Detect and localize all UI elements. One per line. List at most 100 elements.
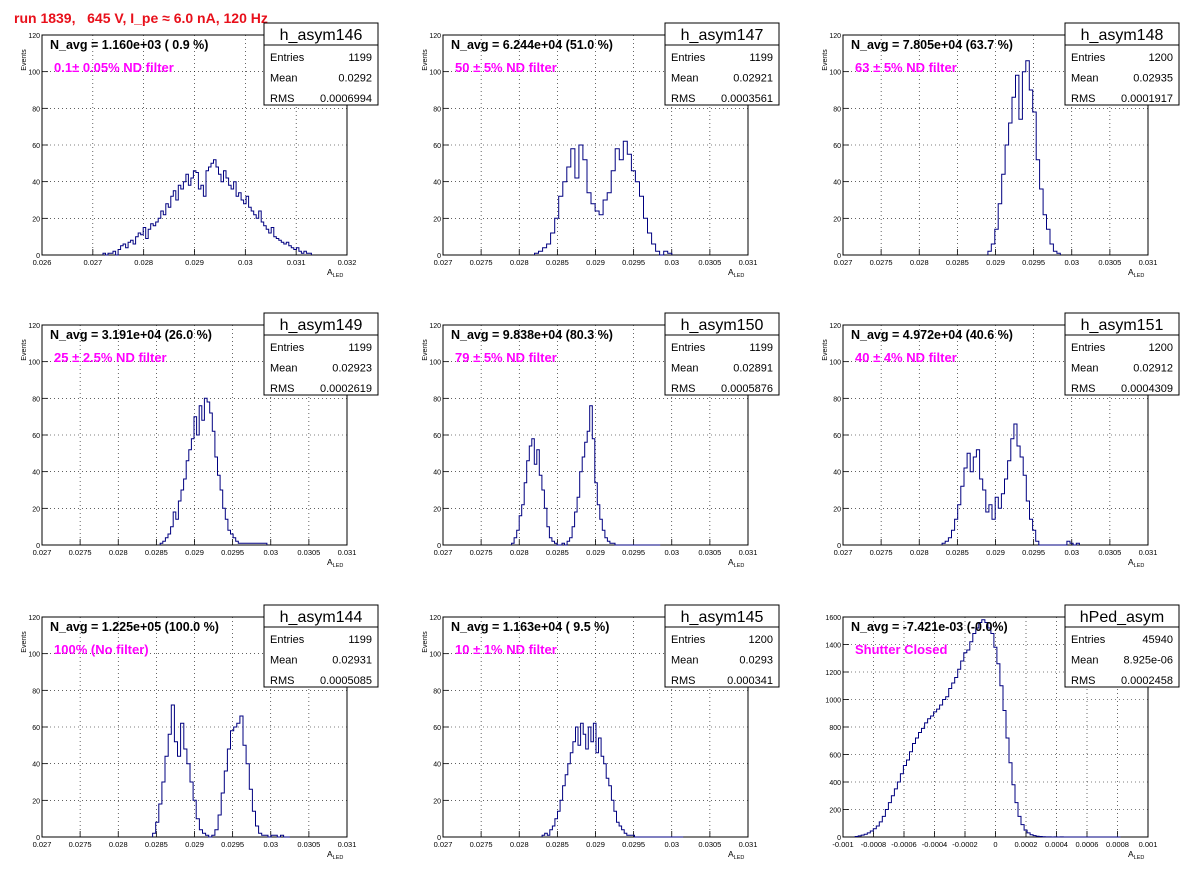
stat-value: 1200: [749, 634, 773, 646]
y-tick-label: 0: [837, 543, 841, 550]
stat-value: 0.000341: [727, 675, 773, 687]
x-tick-label: 0.0295: [622, 548, 645, 557]
histogram-panel-h_asym146: 0.026 0.027 0.028 0.029 0.03 0.031 0.032 0 20 40 6…: [21, 22, 379, 279]
stat-label: Mean: [270, 655, 298, 667]
y-tick-label: 80: [32, 688, 40, 695]
y-tick-label: 1200: [825, 670, 841, 677]
stat-value: 1199: [348, 52, 372, 64]
stat-value: 1199: [749, 342, 773, 354]
y-tick-label: 120: [429, 615, 441, 622]
x-tick-label: 0.031: [739, 258, 758, 267]
stat-value: 0.02912: [1133, 363, 1173, 375]
x-tick-label: 0.031: [1139, 258, 1158, 267]
y-tick-label: 40: [833, 180, 841, 187]
stat-value: 0.0001917: [1121, 93, 1173, 105]
x-tick-label: -0.0002: [952, 840, 977, 849]
y-tick-label: 20: [32, 506, 40, 513]
x-tick-label: 0.0305: [297, 840, 320, 849]
stat-label: Entries: [671, 634, 706, 646]
stats-box: [664, 334, 780, 396]
stat-label: Entries: [671, 342, 706, 354]
page-title: run 1839, 645 V, I_pe ≈ 6.0 nA, 120 Hz: [14, 10, 268, 26]
y-tick-label: 100: [429, 652, 441, 659]
stat-value: 0.0293: [739, 655, 773, 667]
y-tick-label: 40: [833, 470, 841, 477]
x-tick-label: 0.031: [1139, 548, 1158, 557]
y-tick-label: 1000: [825, 698, 841, 705]
x-tick-label: 0.0275: [870, 548, 893, 557]
x-tick-label: 0.028: [109, 548, 128, 557]
x-tick-label: 0.029: [986, 258, 1005, 267]
y-axis-label: Events: [422, 631, 429, 653]
y-tick-label: 20: [833, 216, 841, 223]
x-tick-label: 0.031: [338, 840, 357, 849]
filter-note: 63 ± 5% ND filter: [855, 60, 957, 75]
stats-box: [1064, 334, 1180, 396]
histogram-name: h_asym148: [1081, 27, 1164, 44]
y-tick-label: 40: [32, 470, 40, 477]
y-axis-label: Events: [822, 49, 829, 71]
histogram-bars: [541, 722, 684, 838]
histogram-bars: [511, 405, 661, 546]
y-axis-label: Events: [21, 339, 28, 361]
x-axis-label: ALED: [1128, 849, 1144, 861]
stat-value: 0.02921: [733, 73, 773, 85]
x-tick-label: 0.029: [586, 548, 605, 557]
stat-value: 0.02931: [332, 655, 372, 667]
x-tick-label: 0.001: [1139, 840, 1158, 849]
x-tick-label: 0.028: [510, 840, 529, 849]
y-tick-label: 1400: [825, 643, 841, 650]
filter-note: Shutter Closed: [855, 642, 948, 657]
y-tick-label: 0: [837, 835, 841, 842]
y-tick-label: 600: [829, 753, 841, 760]
y-tick-label: 0: [437, 543, 441, 550]
stat-label: Mean: [270, 363, 298, 375]
x-tick-label: 0.03: [1064, 258, 1079, 267]
histogram-bars: [987, 60, 1061, 255]
x-tick-label: 0.027: [834, 258, 853, 267]
stats-box: [664, 626, 780, 688]
y-tick-label: 20: [433, 216, 441, 223]
y-axis-label: Events: [422, 339, 429, 361]
stat-label: RMS: [1071, 383, 1095, 395]
histogram-panel-h_asym145: 0.027 0.0275 0.028 0.0285 0.029 0.0295 0.03 0.0…: [422, 604, 780, 861]
x-axis-label: ALED: [1128, 267, 1144, 279]
filter-note: 50 ± 5% ND filter: [455, 60, 557, 75]
x-tick-label: 0.0002: [1015, 840, 1038, 849]
stat-value: 0.02923: [332, 363, 372, 375]
histogram-panel-h_asym148: 0.027 0.0275 0.028 0.0285 0.029 0.0295 0.03 0.0…: [822, 22, 1180, 279]
x-tick-label: 0.031: [338, 548, 357, 557]
y-tick-label: 60: [32, 433, 40, 440]
stat-value: 0.0002619: [320, 383, 372, 395]
histogram-bars: [854, 619, 1121, 838]
x-axis-label-sub: LED: [1134, 563, 1145, 569]
histogram-panel-hPed_asym: -0.001 -0.0008 -0.0006 -0.0004 -0.0002 0 0.000…: [825, 604, 1180, 861]
stat-value: 1200: [1149, 342, 1173, 354]
x-tick-label: 0.03: [263, 840, 278, 849]
x-tick-label: 0.029: [185, 840, 204, 849]
x-tick-label: 0.03: [664, 548, 679, 557]
y-axis-label: Events: [21, 631, 28, 653]
stats-box: [664, 44, 780, 106]
x-tick-label: 0.03: [263, 548, 278, 557]
n-avg-header: N_avg = 7.805e+04 (63.7 %): [851, 38, 1013, 52]
y-tick-label: 100: [28, 70, 40, 77]
stat-label: Entries: [671, 52, 706, 64]
x-tick-label: 0.0295: [221, 548, 244, 557]
y-tick-label: 60: [833, 143, 841, 150]
stat-label: RMS: [270, 675, 294, 687]
x-tick-label: -0.001: [832, 840, 853, 849]
stat-label: Mean: [1071, 655, 1099, 667]
x-tick-label: 0.027: [33, 548, 52, 557]
y-tick-label: 80: [433, 106, 441, 113]
y-tick-label: 0: [36, 835, 40, 842]
y-tick-label: 400: [829, 780, 841, 787]
stat-label: Entries: [270, 342, 305, 354]
x-tick-label: 0.03: [664, 840, 679, 849]
x-axis-label-sub: LED: [734, 273, 745, 279]
histogram-panel-h_asym150: 0.027 0.0275 0.028 0.0285 0.029 0.0295 0.03 0.0…: [422, 312, 780, 569]
x-tick-label: 0.0285: [546, 258, 569, 267]
stats-box: [1064, 44, 1180, 106]
n-avg-header: N_avg = 1.163e+04 ( 9.5 %): [451, 620, 609, 634]
y-tick-label: 80: [32, 396, 40, 403]
